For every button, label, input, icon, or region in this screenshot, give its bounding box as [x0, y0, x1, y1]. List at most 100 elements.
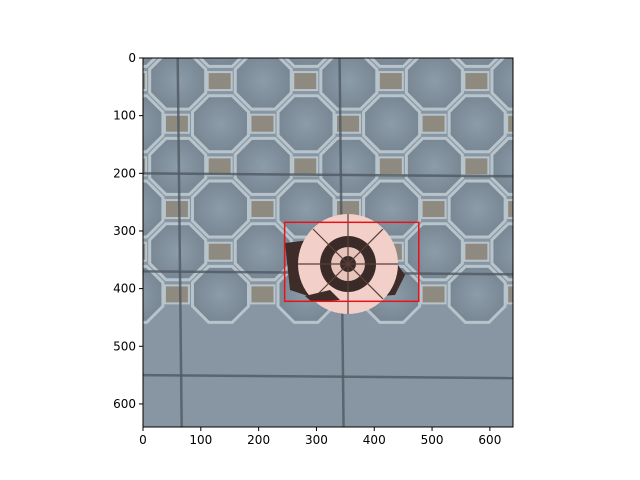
octagon-tile: [64, 224, 120, 280]
octagon-tile: [148, 222, 208, 282]
square-tile: [506, 199, 513, 220]
square-tile: [249, 199, 276, 220]
detection-box: [283, 221, 420, 303]
octagon-tile: [369, 58, 414, 68]
square-tile: [636, 72, 640, 90]
octagon-tile: [190, 94, 250, 154]
square-tile: [420, 199, 447, 220]
octagon-tile: [620, 10, 640, 66]
octagon-tile: [276, 94, 336, 154]
octagon-tile: [233, 58, 293, 111]
square-tile: [420, 284, 447, 305]
square-tile: [463, 156, 490, 177]
octagon-tile: [319, 58, 379, 111]
square-tile: [163, 284, 190, 305]
x-tick-label: 200: [247, 433, 270, 447]
square-tile: [163, 199, 190, 220]
octagon-tile: [190, 179, 250, 239]
x-tick-label: 0: [139, 433, 147, 447]
axes-frame: [142, 57, 514, 428]
y-tick-label: 0: [128, 51, 136, 65]
square-tile: [593, 285, 617, 303]
drain-cover: [285, 214, 405, 314]
octagon-tile: [447, 94, 507, 154]
octagon-tile: [64, 138, 120, 194]
paving-photo: [64, 10, 640, 427]
octagon-tile: [64, 53, 120, 109]
octagon-tile: [535, 266, 591, 322]
square-tile: [506, 113, 513, 134]
octagon-tile: [620, 96, 640, 152]
octagon-tile: [362, 94, 422, 154]
square-tile: [206, 71, 233, 92]
square-tile: [593, 200, 617, 218]
octagon-tile: [578, 224, 634, 280]
square-tile: [422, 29, 446, 47]
square-tile: [550, 72, 574, 90]
x-tick-label: 500: [421, 433, 444, 447]
octagon-tile: [447, 179, 507, 239]
octagon-tile: [404, 136, 464, 196]
octagon-tile: [535, 181, 591, 237]
x-tick-label: 300: [305, 433, 328, 447]
octagon-tile: [535, 96, 591, 152]
square-tile: [249, 113, 276, 134]
octagon-tile: [143, 179, 165, 239]
octagon-tile: [404, 58, 464, 111]
y-axis: 0 100 200 300 400 500 600: [113, 51, 143, 411]
octagon-tile: [404, 222, 464, 282]
square-tile: [636, 243, 640, 261]
square-tile: [593, 29, 617, 47]
y-tick-label: 300: [113, 224, 136, 238]
square-tile: [550, 243, 574, 261]
octagon-tile: [578, 53, 634, 109]
octagon-tile: [620, 181, 640, 237]
octagon-tile: [490, 58, 513, 111]
octagon-tile: [198, 58, 243, 68]
square-tile: [206, 241, 233, 262]
octagon-tile: [620, 266, 640, 322]
octagon-tile: [190, 264, 250, 324]
square-tile: [292, 156, 319, 177]
square-tile: [165, 29, 189, 47]
x-tick-label: 600: [478, 433, 501, 447]
square-tile: [463, 71, 490, 92]
square-tile: [550, 157, 574, 175]
square-tile: [377, 71, 404, 92]
octagon-tile: [143, 94, 165, 154]
square-tile: [249, 284, 276, 305]
square-tile: [335, 113, 362, 134]
square-tile: [506, 284, 513, 305]
square-tile: [336, 29, 360, 47]
square-tile: [163, 113, 190, 134]
tile-joint: [176, 58, 183, 427]
x-axis: 0 100 200 300 400 500 600: [139, 427, 501, 447]
x-tick-label: 400: [363, 433, 386, 447]
octagon-tile: [447, 264, 507, 324]
square-tile: [463, 241, 490, 262]
square-tile: [143, 241, 148, 262]
octagon-tile: [490, 222, 513, 282]
octagon-tile: [578, 138, 634, 194]
octagon-tile: [233, 136, 293, 196]
octagon-tile: [143, 58, 158, 68]
y-tick-label: 100: [113, 109, 136, 123]
tile-joint: [143, 373, 513, 380]
octagon-tile: [233, 222, 293, 282]
octagon-tile: [490, 136, 513, 196]
square-tile: [593, 115, 617, 133]
y-tick-label: 600: [113, 397, 136, 411]
square-tile: [143, 71, 148, 92]
y-tick-label: 200: [113, 166, 136, 180]
square-tile: [636, 157, 640, 175]
octagon-tile: [454, 58, 500, 68]
octagon-tile: [319, 136, 379, 196]
x-tick-label: 100: [189, 433, 212, 447]
y-tick-label: 500: [113, 339, 136, 353]
paving-tiles: [64, 10, 640, 324]
y-tick-label: 400: [113, 282, 136, 296]
octagon-tile: [535, 10, 591, 66]
octagon-tile: [283, 58, 329, 68]
square-tile: [206, 156, 233, 177]
